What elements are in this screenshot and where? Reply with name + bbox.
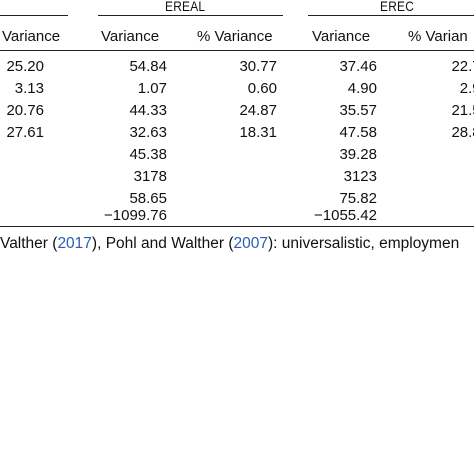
table-cell: 54.84 xyxy=(129,58,167,75)
table-cell: 18.31 xyxy=(239,124,277,141)
table-cell: 3.13 xyxy=(14,80,44,97)
footnote-text: ), Pohl and Walther ( xyxy=(91,235,234,252)
column-header-variance-0: Variance xyxy=(2,28,61,45)
table-cell: 47.58 xyxy=(339,124,377,141)
table-cell: 75.82 xyxy=(339,190,377,207)
table-cell: 25.20 xyxy=(6,58,44,75)
table-cell: 39.28 xyxy=(339,146,377,163)
header-rule xyxy=(0,50,474,51)
table-cell: 1.07 xyxy=(137,80,167,97)
top-rule-erec xyxy=(308,15,474,16)
table-cell: 45.38 xyxy=(129,146,167,163)
table-cell: 35.57 xyxy=(339,102,377,119)
bottom-rule xyxy=(0,226,474,227)
top-rule-left xyxy=(0,15,68,16)
column-header-variance-erec: Variance xyxy=(312,28,371,45)
table-cell: 58.65 xyxy=(129,190,167,207)
table-cell: 3123 xyxy=(343,168,377,185)
table-cell: 32.63 xyxy=(129,124,167,141)
table-cell: 20.76 xyxy=(6,102,44,119)
table-cell: 0.60 xyxy=(247,80,277,97)
group-header-ereal: EREAL xyxy=(165,0,206,14)
table-cell: 27.61 xyxy=(6,124,44,141)
table-cell: 21.58 xyxy=(451,102,474,119)
citation-link-2017[interactable]: 2017 xyxy=(57,235,92,252)
citation-link-2007[interactable]: 2007 xyxy=(233,235,268,252)
table-cell: 4.90 xyxy=(347,80,377,97)
footnote-text: Valther ( xyxy=(0,235,58,252)
column-header-variance-ereal: Variance xyxy=(101,28,160,45)
footnote-text: ): universalistic, employmen xyxy=(267,235,460,252)
table-cell: 3178 xyxy=(133,168,167,185)
table-cell: 44.33 xyxy=(129,102,167,119)
table-cell: 30.77 xyxy=(239,58,277,75)
table-cell: −1099.76 xyxy=(104,207,167,224)
top-rule-ereal xyxy=(98,15,283,16)
column-header-pct-variance-erec: % Varian xyxy=(408,28,468,45)
table-cell: −1055.42 xyxy=(314,207,377,224)
table-cell: 22.73 xyxy=(451,58,474,75)
table-cell: 37.46 xyxy=(339,58,377,75)
column-header-pct-variance-ereal: % Variance xyxy=(197,28,273,45)
table-cell: 2.97 xyxy=(459,80,474,97)
table-footnote: Valther (2017), Pohl and Walther (2007):… xyxy=(0,233,459,255)
group-header-erec: EREC xyxy=(380,0,415,14)
table-cell: 28.87 xyxy=(451,124,474,141)
table-cell: 24.87 xyxy=(239,102,277,119)
